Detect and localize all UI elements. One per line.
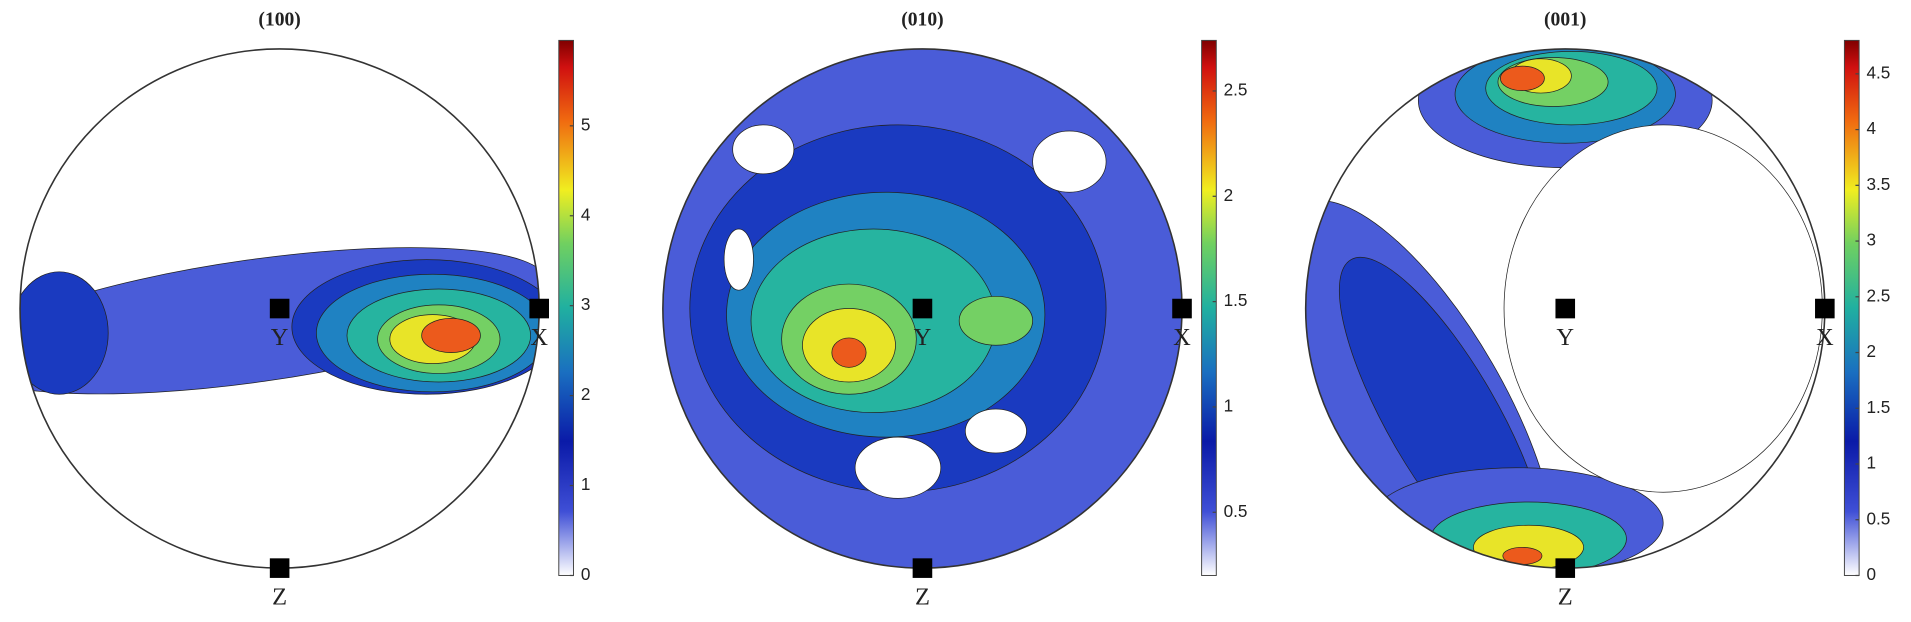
contour-region <box>1503 124 1823 493</box>
colorbar-tick-label: 0.5 <box>1866 508 1890 528</box>
axis-marker <box>912 558 933 578</box>
colorbar-tick-label: 2 <box>1866 341 1876 361</box>
panel: (100) Y X Z 0 1 2 3 4 5 <box>19 9 591 610</box>
colorbar-tick-label: 0 <box>581 564 591 584</box>
axis-marker <box>269 558 290 578</box>
contours <box>20 247 540 395</box>
axis-marker <box>1815 298 1835 319</box>
colorbar-tick-label: 1 <box>581 474 591 494</box>
axis-marker <box>529 298 549 319</box>
axis-marker <box>1555 558 1576 578</box>
colorbar-tick-label: 1 <box>1866 453 1876 473</box>
colorbar-tick-label: 4 <box>581 204 591 224</box>
colorbar-tick-label: 3.5 <box>1866 174 1890 194</box>
axis-marker <box>1555 298 1576 319</box>
axis-marker <box>1172 298 1192 319</box>
panel-title: (001) <box>1544 9 1586 30</box>
contours <box>1305 48 1823 569</box>
axis-label: Z <box>1558 583 1573 610</box>
contour-region <box>1499 65 1545 91</box>
contour-region <box>854 436 942 499</box>
axis-label: X <box>530 324 548 351</box>
colorbar <box>558 39 574 576</box>
colorbar <box>1201 39 1217 576</box>
colorbar-tick-label: 4 <box>1866 118 1876 138</box>
axis-label: Y <box>1556 324 1574 351</box>
axis-marker <box>912 298 933 319</box>
colorbar-tick-label: 0.5 <box>1224 501 1248 521</box>
colorbar-tick-label: 3 <box>1866 230 1876 250</box>
contour-region <box>20 271 109 395</box>
contour-region <box>958 295 1034 346</box>
colorbar-tick-label: 1.5 <box>1224 290 1248 310</box>
colorbar <box>1843 39 1860 576</box>
axis-marker <box>269 298 290 319</box>
colorbar-tick-label: 0 <box>1866 564 1876 584</box>
panel-title: (100) <box>258 9 300 30</box>
contour-region <box>723 228 754 291</box>
colorbar-tick-label: 2 <box>581 384 591 404</box>
axis-label: Y <box>271 324 289 351</box>
axis-label: X <box>1816 324 1834 351</box>
colorbar-tick-label: 1.5 <box>1866 397 1890 417</box>
panel-title: (010) <box>901 9 943 30</box>
panel: (001) Y X Z 0 0.5 1 1.5 2 2.5 3 3.5 4 4.5 <box>1304 9 1890 610</box>
contour-region <box>1032 130 1107 193</box>
contour-region <box>1473 524 1584 569</box>
axis-label: X <box>1173 324 1191 351</box>
colorbar-tick-label: 2.5 <box>1866 285 1890 305</box>
contour-region <box>964 408 1027 454</box>
contour-region <box>831 337 867 368</box>
colorbar-tick-label: 2 <box>1224 185 1234 205</box>
colorbar-tick-label: 2.5 <box>1224 79 1248 99</box>
panel: (010) Y X Z 0.5 1 1.5 2 2.5 <box>662 9 1248 610</box>
colorbar-tick-label: 1 <box>1224 395 1234 415</box>
contour-region <box>421 317 481 353</box>
axis-label: Z <box>915 583 930 610</box>
colorbar-tick-label: 3 <box>581 294 591 314</box>
axis-label: Y <box>914 324 932 351</box>
axis-label: Z <box>272 583 287 610</box>
colorbar-tick-label: 5 <box>581 114 591 134</box>
contour-region <box>732 124 795 175</box>
colorbar-tick-label: 4.5 <box>1866 62 1890 82</box>
